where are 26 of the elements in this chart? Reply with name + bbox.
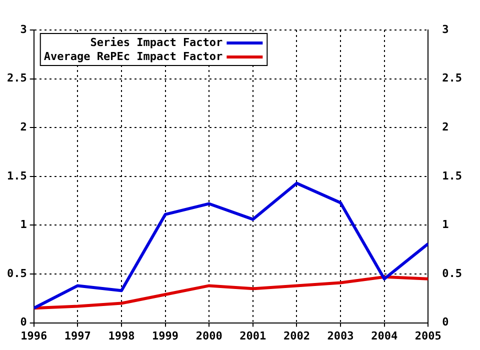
y2-tick-label: 0 — [442, 316, 449, 329]
y2-tick-label: 3 — [442, 22, 449, 36]
y2-tick-label: 1.5 — [442, 169, 462, 182]
y-tick-label: 2.5 — [6, 72, 27, 85]
x-tick-label: 2003 — [327, 329, 354, 342]
y-tick-label: 1 — [20, 218, 28, 232]
x-tick-label: 1998 — [108, 329, 135, 342]
y2-tick-label: 2 — [442, 120, 449, 134]
x-tick-label: 2001 — [240, 329, 267, 342]
legend-label: Average RePEc Impact Factor — [44, 50, 224, 63]
y2-tick-label: 1 — [442, 218, 450, 232]
x-tick-label: 1999 — [152, 329, 179, 342]
y-tick-label: 0 — [20, 316, 27, 329]
x-tick-label: 1996 — [20, 329, 48, 342]
y-tick-label: 2 — [20, 120, 27, 134]
x-tick-label: 2005 — [414, 329, 442, 342]
y-tick-label: 3 — [20, 22, 27, 36]
y2-tick-label: 0.5 — [442, 266, 462, 280]
legend-label: Series Impact Factor — [90, 36, 224, 49]
x-tick-label: 1997 — [64, 329, 91, 342]
y-tick-label: 1.5 — [6, 169, 27, 182]
x-tick-label: 2002 — [283, 329, 310, 342]
y2-tick-label: 2.5 — [442, 72, 462, 85]
y-tick-label: 0.5 — [6, 266, 27, 280]
x-tick-label: 2000 — [196, 329, 222, 342]
x-tick-label: 2004 — [371, 329, 398, 342]
